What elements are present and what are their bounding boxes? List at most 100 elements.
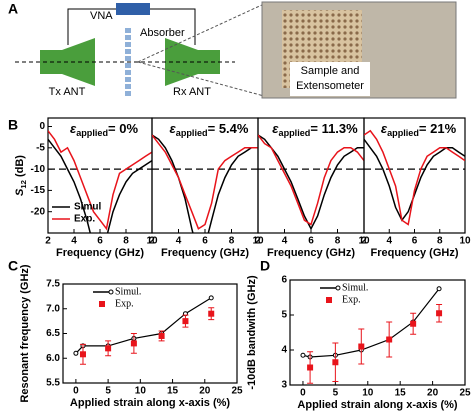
- panel-label: A: [8, 1, 18, 17]
- y-axis-label-subscript: 12: [19, 180, 28, 189]
- marker: [386, 336, 393, 343]
- chart-title-text: = 5.4%: [208, 121, 249, 136]
- series-line: [364, 138, 465, 222]
- chart-title-subscript: applied: [279, 128, 311, 138]
- x-tick-label: 6: [412, 236, 418, 247]
- y-tick-label: 5.5: [46, 378, 60, 389]
- series-line: [48, 138, 152, 233]
- x-tick-label: 8: [123, 236, 129, 247]
- y-tick-label: -5: [36, 142, 45, 153]
- chart-title-text: = 11.3%: [310, 121, 358, 136]
- x-tick-label: 8: [335, 236, 341, 247]
- series-line: [152, 134, 258, 233]
- legend-swatch: [108, 289, 114, 295]
- chart-title-subscript: applied: [76, 128, 108, 138]
- chart-title: εapplied= 5.4%: [170, 121, 249, 138]
- marker: [436, 310, 443, 317]
- x-tick-label: 8: [229, 236, 235, 247]
- x-tick-label: 5: [333, 388, 339, 399]
- legend-label: Exp.: [74, 214, 95, 225]
- x-tick-label: 5: [105, 386, 111, 397]
- y-axis-label: Resonant frequency (GHz): [19, 264, 31, 402]
- x-tick-label: 10: [252, 236, 264, 247]
- y-axis-label-text: Resonant frequency (GHz): [19, 264, 31, 402]
- legend-label: Simul: [74, 202, 101, 213]
- x-tick-label: 10: [146, 236, 158, 247]
- x-tick-label: 4: [71, 236, 77, 247]
- y-tick-label: 0: [39, 121, 45, 132]
- photo-caption: Extensometer: [296, 80, 364, 92]
- marker: [410, 320, 417, 327]
- panel-label: B: [8, 117, 18, 133]
- legend-swatch: [326, 297, 332, 303]
- legend-label: Exp.: [115, 298, 134, 309]
- vna-box: [116, 3, 150, 15]
- y-axis-label: S12 (dB): [14, 155, 28, 196]
- x-tick-label: 6: [97, 236, 103, 247]
- series-line: [302, 288, 440, 358]
- y-tick-label: -15: [31, 185, 46, 196]
- x-axis-label: Frequency (GHz): [370, 247, 458, 259]
- series-line: [364, 129, 465, 226]
- chart-title-symbol: ε: [272, 121, 279, 136]
- x-axis-label: Applied strain along x-axis (%): [297, 399, 457, 411]
- chart-title-subscript: applied: [176, 128, 208, 138]
- x-tick-label: 15: [395, 388, 407, 399]
- x-tick-label: 2: [45, 236, 51, 247]
- callout: [137, 61, 265, 97]
- legend-label: Exp.: [342, 294, 361, 305]
- x-tick-label: 25: [231, 386, 243, 397]
- rx-label: Rx ANT: [173, 86, 211, 98]
- absorber-label: Absorber: [140, 27, 185, 39]
- marker: [332, 359, 339, 366]
- vna-label: VNA: [90, 10, 113, 22]
- marker: [158, 332, 165, 339]
- x-axis-label: Frequency (GHz): [267, 247, 355, 259]
- y-tick-label: -20: [31, 206, 46, 217]
- chart-title: εapplied= 0%: [70, 121, 139, 138]
- y-axis-label-text: (dB): [14, 155, 26, 180]
- y-tick-label: 4: [281, 345, 287, 356]
- marker: [73, 350, 79, 356]
- marker: [358, 343, 365, 350]
- x-axis-label: Applied strain along x-axis (%): [70, 397, 230, 409]
- chart-title-subscript: applied: [387, 128, 419, 138]
- y-axis-label-text: -10dB bandwith (GHz): [246, 275, 258, 390]
- x-tick-label: 4: [176, 236, 182, 247]
- marker: [208, 295, 214, 301]
- panel-label: D: [260, 258, 270, 274]
- x-tick-label: 6: [308, 236, 314, 247]
- y-tick-label: 3: [281, 380, 287, 391]
- chart-title-symbol: ε: [70, 121, 77, 136]
- marker: [182, 318, 189, 325]
- x-tick-label: 10: [358, 236, 370, 247]
- x-tick-label: 2: [149, 236, 155, 247]
- panel-label: C: [8, 258, 18, 274]
- setup-diagram: A VNA Absorber Tx ANT Rx ANT Sample and …: [8, 1, 457, 99]
- x-tick-label: 2: [361, 236, 367, 247]
- series-line: [258, 134, 364, 226]
- marker: [79, 351, 86, 358]
- x-tick-label: 10: [135, 386, 147, 397]
- x-tick-label: 2: [255, 236, 261, 247]
- series-line: [152, 134, 258, 230]
- x-tick-label: 25: [459, 388, 471, 399]
- x-tick-label: 10: [362, 388, 374, 399]
- photo-caption: Sample and: [301, 65, 360, 77]
- callout: [137, 3, 265, 63]
- marker: [300, 352, 306, 358]
- x-tick-label: 4: [386, 236, 392, 247]
- y-tick-label: -10: [31, 164, 46, 175]
- chart-title-text: = 21%: [419, 121, 457, 136]
- marker: [208, 310, 215, 317]
- x-tick-label: 20: [427, 388, 439, 399]
- x-tick-label: 6: [202, 236, 208, 247]
- chart-title: εapplied= 21%: [381, 121, 457, 138]
- chart-title-text: = 0%: [108, 121, 138, 136]
- x-tick-label: 4: [282, 236, 288, 247]
- x-tick-label: 20: [199, 386, 211, 397]
- marker: [130, 340, 137, 347]
- x-tick-label: 0: [73, 386, 79, 397]
- series-line: [48, 130, 152, 231]
- chart-title-symbol: ε: [170, 121, 177, 136]
